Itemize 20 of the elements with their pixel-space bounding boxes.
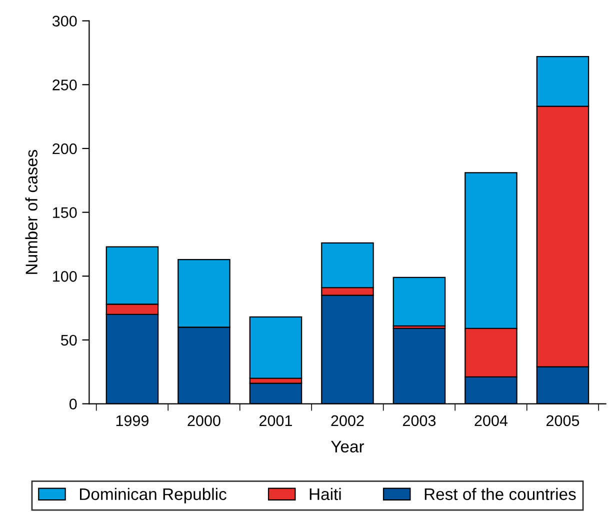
y-tick-label: 300 — [52, 16, 77, 27]
legend-label: Dominican Republic — [80, 488, 226, 504]
legend-label: Rest of the countries — [424, 488, 576, 500]
x-tick-label: 2005 — [546, 415, 580, 426]
y-tick-label: 150 — [53, 207, 77, 218]
x-tick-label: 2001 — [260, 415, 292, 426]
x-tick-label: 1999 — [116, 415, 148, 426]
y-tick-label: 0 — [69, 398, 77, 410]
y-tick-label: 100 — [53, 271, 77, 282]
y-tick-label: 250 — [52, 80, 77, 90]
x-tick-label: 2000 — [188, 415, 220, 426]
y-tick-label: 50 — [60, 334, 77, 346]
bar — [392, 276, 446, 326]
y-axis-title: Number of cases — [25, 150, 38, 274]
x-axis-title: Year — [331, 440, 364, 452]
x-tick-label: 2002 — [331, 415, 364, 426]
legend-label: Haiti — [310, 488, 341, 500]
x-tick-label: 2004 — [474, 415, 508, 426]
y-tick-label: 200 — [52, 143, 77, 154]
x-tick-label: 2003 — [403, 415, 436, 426]
